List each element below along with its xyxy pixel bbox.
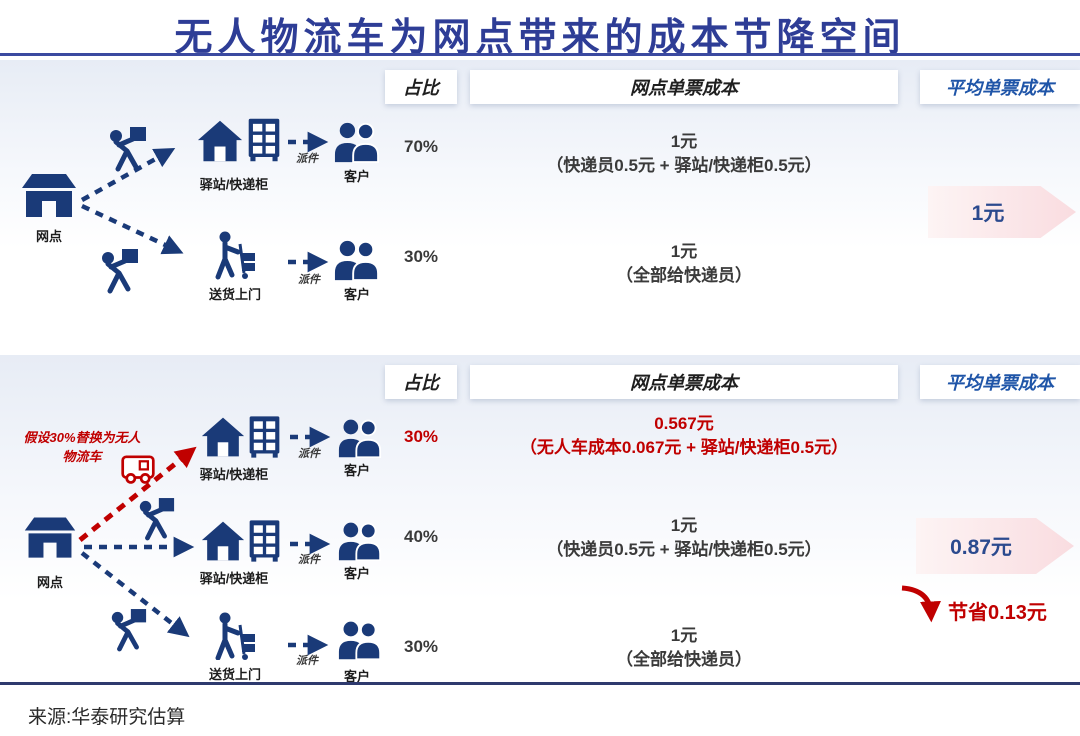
top-home-delivery-label: 送货上门 [208,287,261,302]
bottom-dispatch-label-2: 派件 [298,554,320,566]
bottom-dispatch-label-1: 派件 [298,448,320,460]
bottom-header-avg-cost: 平均单票成本 [920,365,1080,399]
bottom-customer-label-1: 客户 [343,463,370,478]
assumption-annotation: 假设30%替换为无人 物流车 [12,428,152,466]
top-row1-cost: 1元 [670,132,698,151]
top-station-label: 驿站/快递柜 [199,177,269,192]
top-header-avg-cost: 平均单票成本 [920,70,1080,104]
bottom-header-unit-cost: 网点单票成本 [470,365,898,399]
bottom-station-label-1: 驿站/快递柜 [199,467,269,482]
bottom-average-arrow: 0.87元 [916,518,1074,574]
top-row1-share: 70% [403,137,439,156]
top-row2-share: 30% [403,247,439,266]
top-average-value: 1元 [971,202,1005,225]
bottom-row3-cost: 1元 [670,626,698,645]
bottom-customer-label-2: 客户 [343,566,370,581]
source-note: 来源:华泰研究估算 [28,707,186,728]
bottom-customer-label-3: 客户 [343,669,370,684]
assumption-line2: 物流车 [62,449,102,464]
top-customer-label-1: 客户 [343,169,370,184]
bottom-row2-share: 40% [403,527,439,546]
bottom-row3-share: 30% [403,637,439,656]
assumption-line1: 假设30%替换为无人 [23,430,141,445]
top-dispatch-label-2: 派件 [298,274,320,286]
top-row1-cost-detail: （快递员0.5元 + 驿站/快递柜0.5元） [546,156,822,175]
bottom-home-delivery-label: 送货上门 [208,667,261,682]
top-customer-label-2: 客户 [343,287,370,302]
bottom-network-label: 网点 [36,575,63,590]
bottom-dispatch-label-3: 派件 [296,655,318,667]
top-header-unit-cost: 网点单票成本 [470,70,898,104]
bottom-row2-cost: 1元 [670,516,698,535]
footer-divider [0,682,1080,685]
savings-label: 节省0.13元 [948,602,1047,624]
bottom-row1-share: 30% [403,427,439,446]
bottom-average-value: 0.87元 [950,536,1012,559]
top-average-arrow: 1元 [928,186,1076,238]
bottom-header-share: 占比 [385,365,457,399]
bottom-row2-cost-detail: （快递员0.5元 + 驿站/快递柜0.5元） [546,540,822,559]
top-row2-cost: 1元 [670,242,698,261]
bottom-row1-cost-detail: （无人车成本0.067元 + 驿站/快递柜0.5元） [519,438,849,457]
bottom-row1-cost: 0.567元 [654,414,714,433]
top-header-share: 占比 [385,70,457,104]
top-network-label: 网点 [35,229,62,244]
bottom-row3-cost-detail: （全部给快递员） [616,650,752,669]
title-underline [0,53,1080,56]
bottom-station-label-2: 驿站/快递柜 [199,571,269,586]
top-row2-cost-detail: （全部给快递员） [616,266,752,285]
page-title: 无人物流车为网点带来的成本节降空间 [174,17,906,59]
top-dispatch-label-1: 派件 [296,153,318,165]
